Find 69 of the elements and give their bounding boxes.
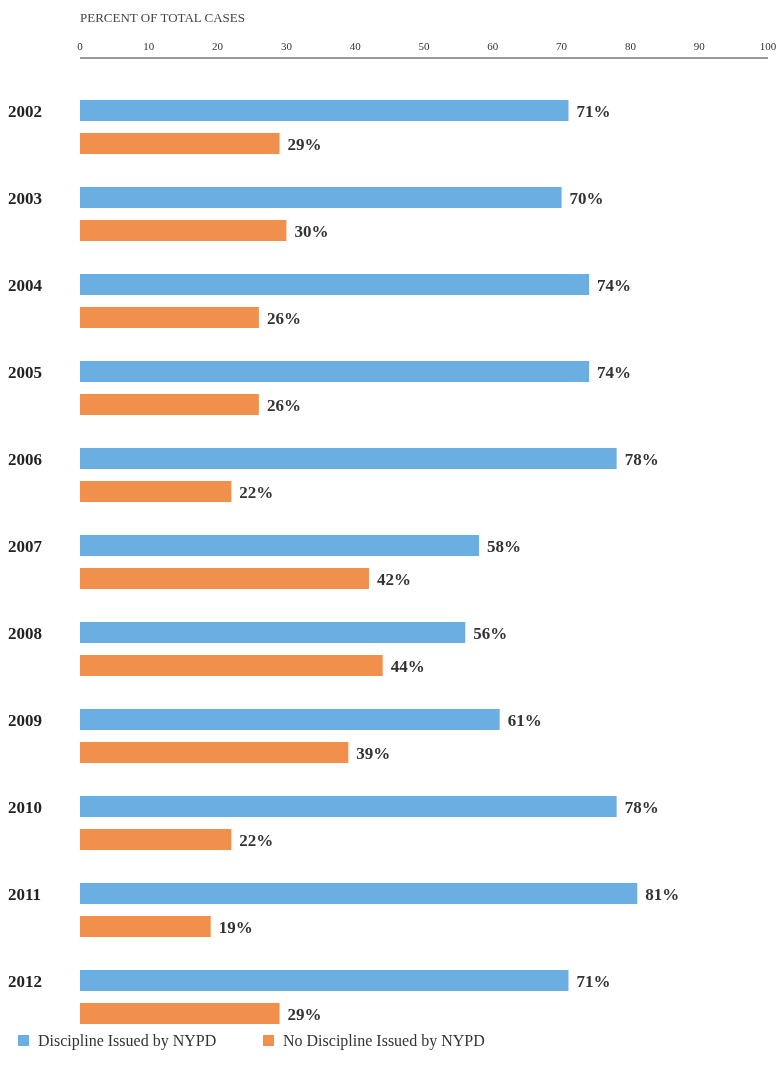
y-tick-label: 2005 xyxy=(8,362,42,382)
data-label: 22% xyxy=(239,830,274,850)
x-tick-label: 40 xyxy=(349,40,362,52)
y-tick-label: 2003 xyxy=(8,188,42,208)
x-tick-label: 10 xyxy=(143,40,155,52)
bar xyxy=(80,970,569,991)
bar xyxy=(80,742,349,763)
x-tick-label: 30 xyxy=(280,40,293,52)
bar xyxy=(80,274,590,295)
x-tick-label: 70 xyxy=(556,40,568,52)
bar xyxy=(80,709,500,730)
legend-label: No Discipline Issued by NYPD xyxy=(283,1032,485,1050)
data-label: 26% xyxy=(266,395,301,415)
legend-label: Discipline Issued by NYPD xyxy=(38,1032,217,1050)
data-label: 58% xyxy=(487,536,522,556)
data-label: 81% xyxy=(645,884,680,904)
y-tick-label: 2008 xyxy=(8,623,42,643)
x-tick-label: 90 xyxy=(693,40,706,52)
data-label: 30% xyxy=(294,221,329,241)
x-tick-label: 0 xyxy=(77,40,84,52)
bar xyxy=(80,883,638,904)
data-label: 71% xyxy=(576,971,611,991)
bar xyxy=(80,655,383,676)
y-tick-label: 2004 xyxy=(8,275,43,295)
data-label: 74% xyxy=(597,275,632,295)
x-tick-label: 20 xyxy=(212,40,224,52)
y-tick-label: 2011 xyxy=(8,884,42,904)
data-label: 44% xyxy=(390,656,425,676)
bar xyxy=(80,394,259,415)
y-tick-label: 2012 xyxy=(8,971,42,991)
x-tick-label: 100 xyxy=(759,40,777,52)
x-tick-label: 60 xyxy=(487,40,499,52)
data-label: 19% xyxy=(218,917,253,937)
data-label: 56% xyxy=(473,623,508,643)
bar xyxy=(80,568,369,589)
bar xyxy=(80,916,211,937)
data-label: 26% xyxy=(266,308,301,328)
bar xyxy=(80,100,569,121)
data-label: 78% xyxy=(624,449,659,469)
bar xyxy=(80,220,287,241)
y-tick-label: 2009 xyxy=(8,710,42,730)
y-tick-label: 2007 xyxy=(8,536,43,556)
bar xyxy=(80,535,480,556)
data-label: 74% xyxy=(597,362,632,382)
bar xyxy=(80,448,617,469)
y-tick-label: 2006 xyxy=(8,449,42,469)
data-label: 70% xyxy=(569,188,604,208)
data-label: 29% xyxy=(287,134,322,154)
bar xyxy=(80,1003,280,1024)
bar xyxy=(80,829,232,850)
bar xyxy=(80,133,280,154)
bar xyxy=(80,361,590,382)
data-label: 71% xyxy=(576,101,611,121)
bar xyxy=(80,481,232,502)
y-tick-label: 2002 xyxy=(8,101,42,121)
x-tick-label: 50 xyxy=(418,40,430,52)
data-label: 22% xyxy=(239,482,274,502)
data-label: 39% xyxy=(356,743,391,763)
x-tick-label: 80 xyxy=(624,40,637,52)
bar xyxy=(80,622,466,643)
data-label: 42% xyxy=(376,569,411,589)
data-label: 29% xyxy=(287,1004,322,1024)
bar xyxy=(80,187,562,208)
data-label: 78% xyxy=(624,797,659,817)
bar xyxy=(80,307,259,328)
data-label: 61% xyxy=(507,710,542,730)
y-tick-label: 2010 xyxy=(8,797,42,817)
bar xyxy=(80,796,617,817)
x-axis-title: PERCENT OF TOTAL CASES xyxy=(80,10,245,25)
